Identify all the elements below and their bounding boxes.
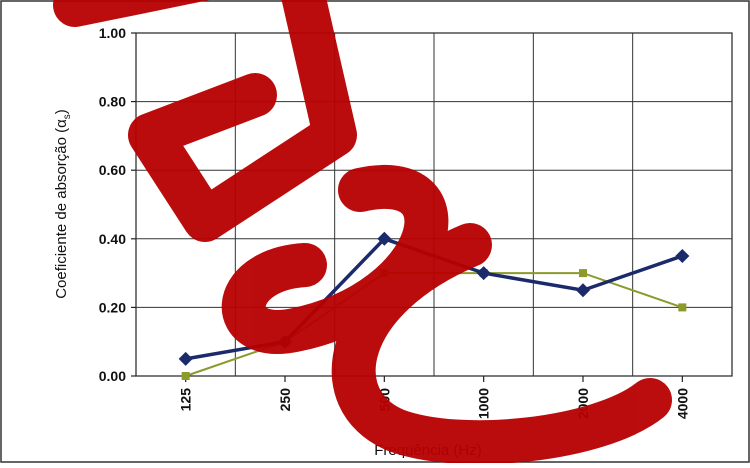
data-point-square <box>579 269 587 278</box>
y-tick-label: 0.60 <box>99 162 126 178</box>
y-tick-label: 1.00 <box>99 25 126 41</box>
watermark-stroke <box>53 0 357 242</box>
x-tick-label: 250 <box>277 388 293 412</box>
data-point-diamond <box>576 283 590 298</box>
x-tick-label: 125 <box>178 388 194 412</box>
y-tick-label: 0.20 <box>99 299 126 315</box>
x-tick-label: 1000 <box>476 388 492 419</box>
watermark-stroke <box>221 165 449 354</box>
data-point-square <box>181 372 190 380</box>
data-point-diamond <box>675 248 690 263</box>
data-point-diamond <box>476 266 491 281</box>
y-tick-label: 0.00 <box>99 368 126 384</box>
watermark <box>53 0 672 465</box>
y-axis-label: Coeficiente de absorção (αs) <box>53 109 73 299</box>
watermark-stroke <box>331 223 672 465</box>
data-point-diamond <box>377 231 392 246</box>
y-tick-label: 0.40 <box>99 231 126 247</box>
x-tick-label: 4000 <box>674 388 690 419</box>
data-point-diamond <box>178 351 193 366</box>
y-tick-label: 0.80 <box>99 94 126 110</box>
data-point-square <box>678 303 687 312</box>
y-axis-ticks: 0.00 0.20 0.40 0.60 0.80 1.00 <box>99 25 136 384</box>
